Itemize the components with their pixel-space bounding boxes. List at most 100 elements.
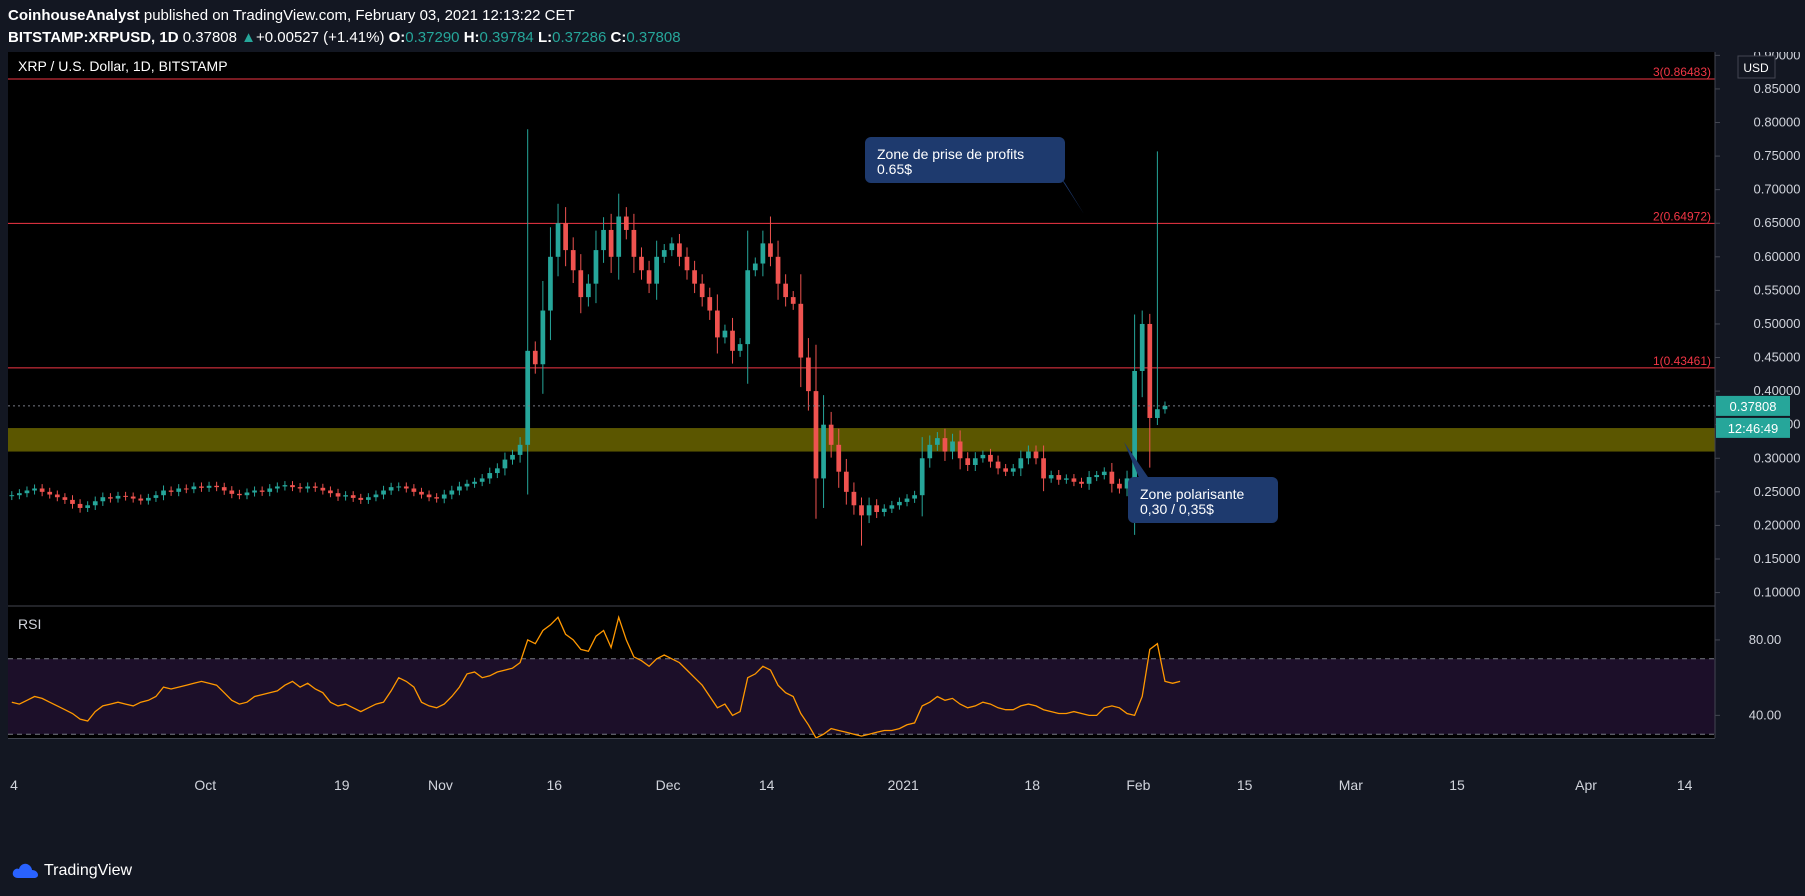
candle-body[interactable] — [828, 424, 834, 445]
candle-body[interactable] — [669, 243, 675, 251]
candle-body[interactable] — [1026, 451, 1031, 459]
candle-body[interactable] — [123, 495, 128, 497]
candle-body[interactable] — [790, 297, 796, 304]
candle-body[interactable] — [312, 486, 318, 488]
candle-body[interactable] — [1109, 471, 1115, 484]
candle-body[interactable] — [199, 486, 204, 488]
candle-body[interactable] — [608, 229, 614, 257]
candle-body[interactable] — [570, 250, 576, 271]
candle-body[interactable] — [919, 458, 925, 496]
candle-body[interactable] — [328, 490, 333, 494]
candle-body[interactable] — [1003, 468, 1008, 472]
candle-body[interactable] — [889, 505, 895, 509]
candle-body[interactable] — [1056, 475, 1062, 480]
candle-body[interactable] — [517, 444, 523, 455]
candle-body[interactable] — [426, 494, 432, 498]
candle-body[interactable] — [699, 283, 705, 298]
candle-body[interactable] — [130, 496, 136, 499]
candle-body[interactable] — [229, 490, 235, 494]
candle-body[interactable] — [388, 487, 394, 491]
candle-body[interactable] — [161, 490, 166, 496]
candle-body[interactable] — [1033, 451, 1039, 459]
candle-body[interactable] — [935, 438, 940, 445]
candle-body[interactable] — [39, 488, 45, 492]
candle-body[interactable] — [441, 494, 447, 499]
candle-body[interactable] — [252, 490, 257, 493]
candle-body[interactable] — [745, 270, 751, 345]
candle-body[interactable] — [32, 488, 37, 491]
candle-body[interactable] — [525, 350, 531, 445]
candle-body[interactable] — [874, 505, 880, 512]
candle-body[interactable] — [593, 250, 599, 284]
candle-body[interactable] — [62, 497, 68, 500]
candle-body[interactable] — [282, 485, 288, 487]
candle-body[interactable] — [1094, 475, 1100, 478]
candle-body[interactable] — [775, 256, 781, 284]
candle-body[interactable] — [532, 350, 538, 365]
candle-body[interactable] — [381, 490, 386, 495]
candle-body[interactable] — [548, 256, 553, 311]
candle-body[interactable] — [411, 488, 417, 492]
candle-body[interactable] — [730, 330, 735, 351]
candle-body[interactable] — [434, 497, 439, 499]
candle-body[interactable] — [449, 490, 455, 495]
chart-canvas[interactable]: 3(0.86483) 2(0.64972) 1(0.43461) Zone de p… — [0, 52, 1805, 848]
candle-body[interactable] — [1010, 468, 1016, 472]
candle-body[interactable] — [904, 498, 910, 502]
candle-body[interactable] — [274, 486, 280, 489]
rsi-line[interactable] — [11, 614, 1181, 739]
candle-body[interactable] — [1041, 458, 1046, 479]
candle-body[interactable] — [183, 488, 189, 490]
candle-body[interactable] — [510, 454, 515, 460]
candle-body[interactable] — [1162, 405, 1168, 410]
candle-body[interactable] — [927, 444, 933, 459]
candle-body[interactable] — [806, 357, 811, 392]
candle-body[interactable] — [798, 303, 804, 358]
candle-body[interactable] — [191, 486, 197, 490]
price-axis[interactable]: 0.100000.150000.200000.250000.300000.350… — [1715, 52, 1801, 600]
candle-body[interactable] — [912, 495, 917, 499]
candle-body[interactable] — [24, 490, 30, 494]
candle-body[interactable] — [654, 256, 660, 284]
candle-body[interactable] — [267, 488, 273, 492]
candle-body[interactable] — [988, 454, 993, 462]
candle-body[interactable] — [335, 493, 341, 497]
candle-body[interactable] — [1139, 323, 1145, 371]
candle-body[interactable] — [957, 441, 963, 459]
candle-body[interactable] — [616, 216, 622, 257]
candle-body[interactable] — [464, 483, 470, 487]
candle-body[interactable] — [881, 508, 887, 512]
currency-badge[interactable] — [1737, 55, 1776, 79]
candle-body[interactable] — [995, 461, 1001, 469]
candle-body[interactable] — [851, 491, 857, 506]
candle-body[interactable] — [1018, 458, 1024, 469]
candle-body[interactable] — [859, 505, 864, 516]
candle-body[interactable] — [752, 263, 758, 271]
candle-body[interactable] — [176, 488, 182, 492]
author-name[interactable]: CoinhouseAnalyst — [8, 7, 140, 24]
candle-body[interactable] — [457, 486, 462, 491]
candle-body[interactable] — [487, 473, 493, 479]
candle-body[interactable] — [366, 497, 371, 500]
candle-body[interactable] — [305, 486, 311, 489]
candle-body[interactable] — [1063, 478, 1069, 480]
candle-body[interactable] — [760, 243, 766, 264]
candle-body[interactable] — [153, 495, 159, 498]
candle-body[interactable] — [578, 270, 584, 298]
candle-body[interactable] — [692, 270, 697, 284]
candle-body[interactable] — [813, 391, 819, 479]
candle-body[interactable] — [1132, 370, 1137, 479]
candle-body[interactable] — [646, 270, 652, 284]
candle-body[interactable] — [70, 499, 75, 504]
candle-body[interactable] — [403, 486, 409, 489]
candle-body[interactable] — [92, 501, 98, 506]
price-pane[interactable]: 3(0.86483) 2(0.64972) 1(0.43461) Zone de p… — [8, 58, 1715, 546]
candle-body[interactable] — [168, 490, 174, 492]
candle-body[interactable] — [17, 493, 22, 496]
candle-body[interactable] — [623, 216, 629, 230]
candle-body[interactable] — [47, 491, 53, 495]
candle-body[interactable] — [1086, 477, 1092, 484]
candle-body[interactable] — [214, 485, 219, 488]
candle-body[interactable] — [843, 471, 849, 492]
